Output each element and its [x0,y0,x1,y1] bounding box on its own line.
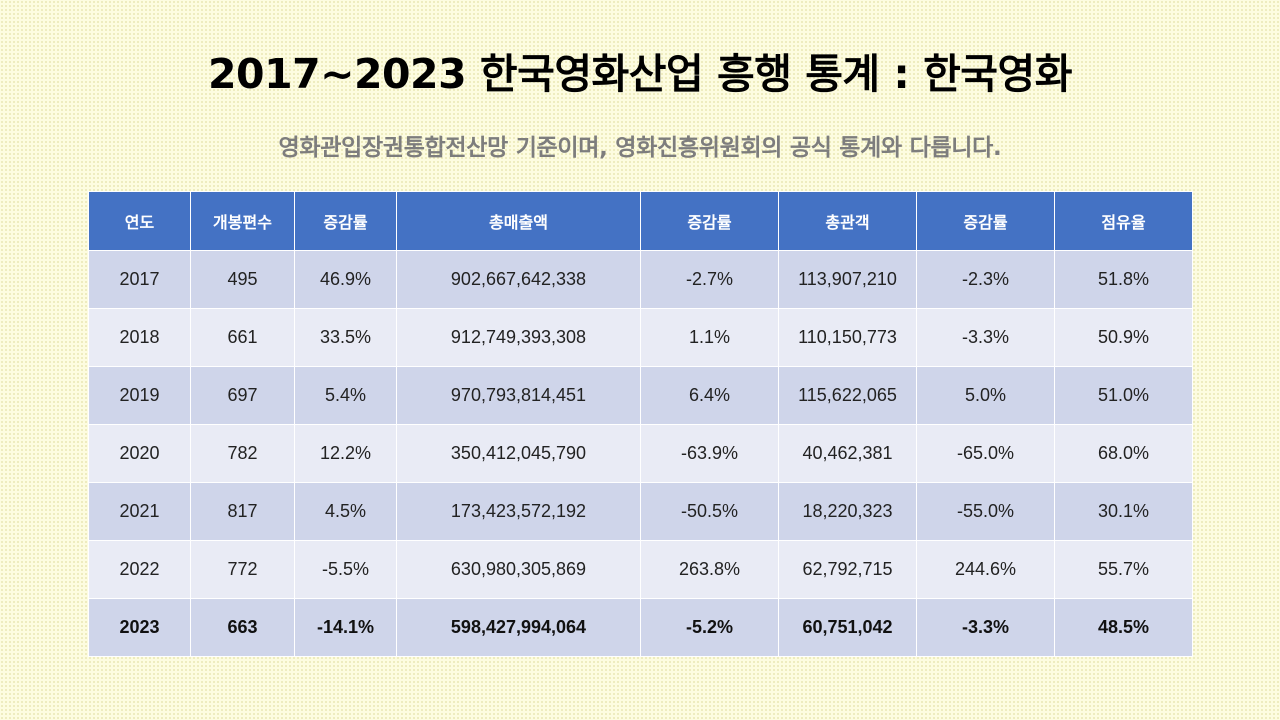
page-subtitle: 영화관입장권통합전산망 기준이며, 영화진흥위원회의 공식 통계와 다릅니다. [278,135,1002,161]
cell-revenue: 912,749,393,308 [396,308,641,367]
cell-audience: 113,907,210 [778,250,917,309]
cell-share: 48.5% [1054,598,1193,657]
cell-year: 2021 [88,482,191,541]
cell-revenue: 173,423,572,192 [396,482,641,541]
cell-audience: 110,150,773 [778,308,917,367]
cell-releases: 772 [190,540,295,599]
cell-share: 51.8% [1054,250,1193,309]
column-header-year: 연도 [88,191,191,251]
column-header-releases-change: 증감률 [294,191,397,251]
cell-audience: 115,622,065 [778,366,917,425]
cell-releases-change: 46.9% [294,250,397,309]
cell-revenue-change: -50.5% [640,482,779,541]
column-header-audience-change: 증감률 [916,191,1055,251]
column-header-revenue-change: 증감률 [640,191,779,251]
cell-audience-change: -2.3% [916,250,1055,309]
cell-audience: 40,462,381 [778,424,917,483]
cell-share: 68.0% [1054,424,1193,483]
cell-year: 2018 [88,308,191,367]
table-row: 2017 495 46.9% 902,667,642,338 -2.7% 113… [88,250,1193,309]
cell-releases-change: 4.5% [294,482,397,541]
page-title: 2017~2023 한국영화산업 흥행 통계 : 한국영화 [208,50,1072,98]
cell-share: 30.1% [1054,482,1193,541]
cell-share: 51.0% [1054,366,1193,425]
cell-share: 50.9% [1054,308,1193,367]
cell-audience-change: -55.0% [916,482,1055,541]
cell-revenue-change: -63.9% [640,424,779,483]
table-row: 2021 817 4.5% 173,423,572,192 -50.5% 18,… [88,482,1193,541]
table-row: 2018 661 33.5% 912,749,393,308 1.1% 110,… [88,308,1193,367]
cell-releases: 817 [190,482,295,541]
cell-releases: 661 [190,308,295,367]
cell-releases: 663 [190,598,295,657]
table-row: 2022 772 -5.5% 630,980,305,869 263.8% 62… [88,540,1193,599]
cell-revenue: 902,667,642,338 [396,250,641,309]
cell-year: 2017 [88,250,191,309]
cell-releases-change: 12.2% [294,424,397,483]
cell-audience-change: -65.0% [916,424,1055,483]
cell-releases-change: -14.1% [294,598,397,657]
cell-releases-change: 5.4% [294,366,397,425]
cell-share: 55.7% [1054,540,1193,599]
table-row: 2020 782 12.2% 350,412,045,790 -63.9% 40… [88,424,1193,483]
cell-audience-change: -3.3% [916,598,1055,657]
cell-releases: 697 [190,366,295,425]
cell-releases-change: 33.5% [294,308,397,367]
cell-audience: 62,792,715 [778,540,917,599]
cell-year: 2022 [88,540,191,599]
cell-year: 2019 [88,366,191,425]
column-header-audience: 총관객 [778,191,917,251]
cell-audience: 60,751,042 [778,598,917,657]
cell-revenue-change: 6.4% [640,366,779,425]
cell-releases: 495 [190,250,295,309]
cell-year: 2020 [88,424,191,483]
cell-year: 2023 [88,598,191,657]
cell-revenue-change: 263.8% [640,540,779,599]
column-header-revenue: 총매출액 [396,191,641,251]
table-row-highlighted: 2023 663 -14.1% 598,427,994,064 -5.2% 60… [88,598,1193,657]
table-row: 2019 697 5.4% 970,793,814,451 6.4% 115,6… [88,366,1193,425]
cell-revenue-change: -2.7% [640,250,779,309]
cell-revenue: 350,412,045,790 [396,424,641,483]
table-header-row: 연도 개봉편수 증감률 총매출액 증감률 총관객 증감률 점유율 [88,191,1193,251]
cell-releases: 782 [190,424,295,483]
statistics-table: 연도 개봉편수 증감률 총매출액 증감률 총관객 증감률 점유율 2017 49… [88,191,1193,657]
cell-revenue: 970,793,814,451 [396,366,641,425]
cell-audience-change: -3.3% [916,308,1055,367]
cell-audience: 18,220,323 [778,482,917,541]
cell-revenue-change: -5.2% [640,598,779,657]
cell-revenue-change: 1.1% [640,308,779,367]
cell-releases-change: -5.5% [294,540,397,599]
cell-audience-change: 5.0% [916,366,1055,425]
column-header-releases: 개봉편수 [190,191,295,251]
cell-audience-change: 244.6% [916,540,1055,599]
column-header-share: 점유율 [1054,191,1193,251]
cell-revenue: 598,427,994,064 [396,598,641,657]
cell-revenue: 630,980,305,869 [396,540,641,599]
